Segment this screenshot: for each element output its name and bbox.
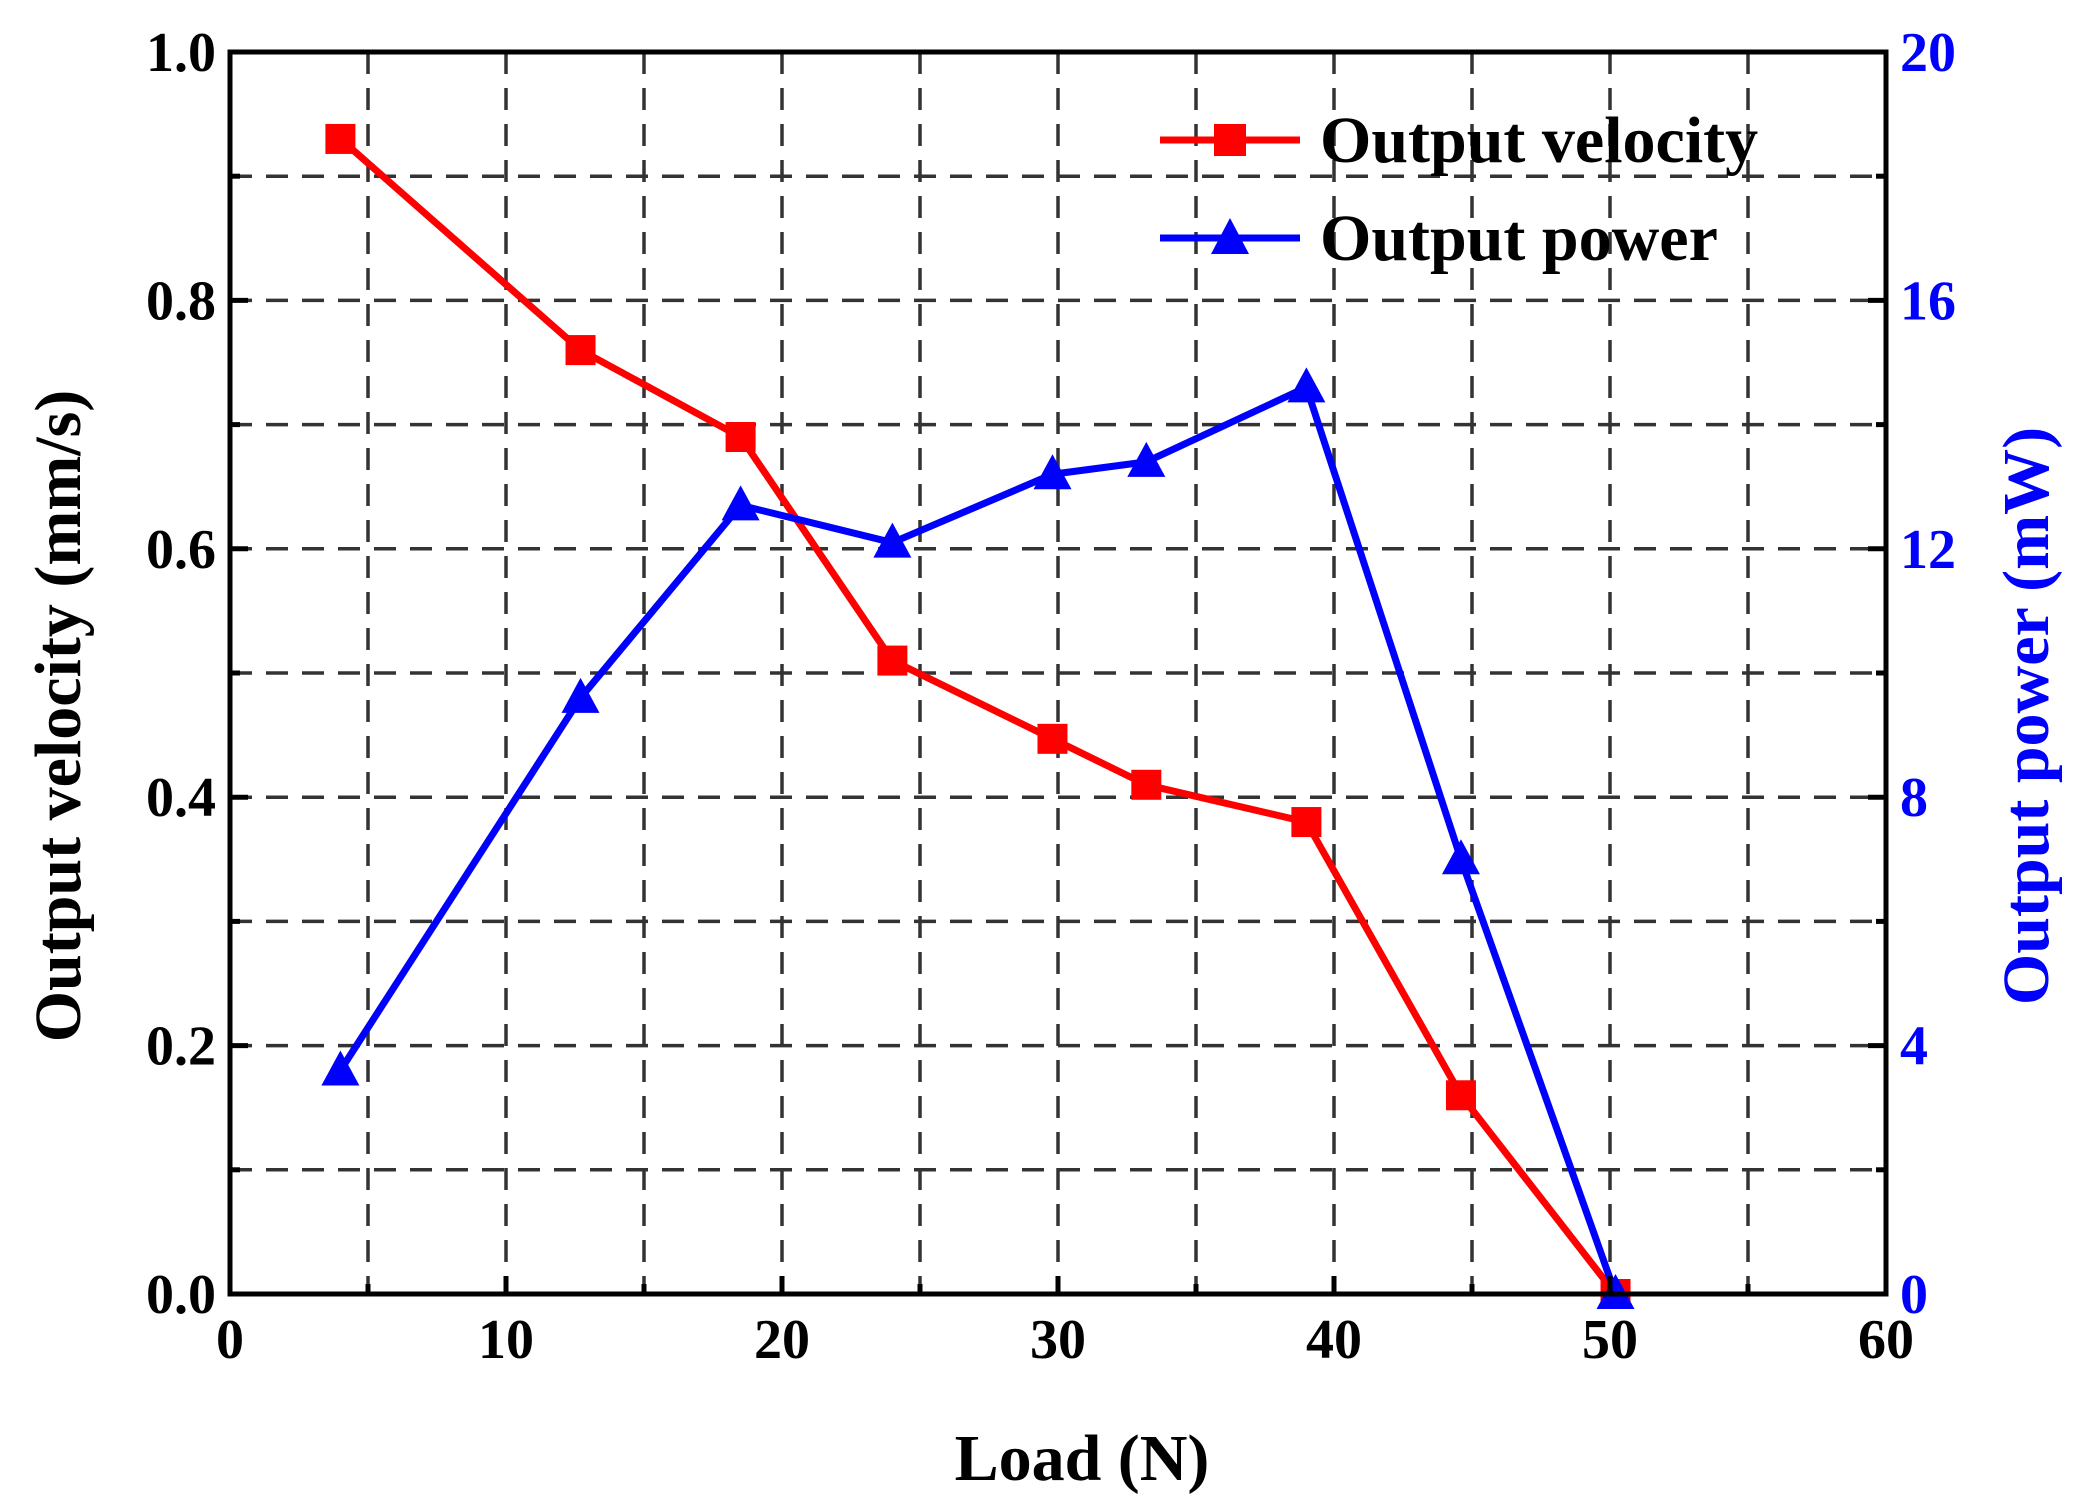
output-velocity-point [1131,769,1162,800]
y-right-tick-label: 16 [1900,270,1956,332]
x-tick-label: 10 [478,1309,534,1371]
x-tick-label: 30 [1030,1309,1086,1371]
grid-layer [230,52,1886,1294]
x-tick-label: 0 [216,1309,244,1371]
legend-velocity-marker [1214,124,1246,156]
output-power-point [873,522,912,558]
x-tick-label: 20 [754,1309,810,1371]
output-velocity-point [565,335,596,366]
output-power-point [1287,367,1326,403]
output-power-point [1127,441,1166,477]
y-left-tick-label: 0.8 [146,270,216,332]
y-left-tick-label: 1.0 [146,22,216,84]
legend-velocity-label: Output velocity [1320,104,1758,177]
output-velocity-point [1291,807,1322,838]
legend-power-label: Output power [1320,202,1718,275]
y-right-axis-title: Output power (mW) [1990,427,2063,1005]
output-power-line [337,383,1619,1296]
y-left-tick-label: 0.4 [146,767,216,829]
y-right-tick-label: 20 [1900,22,1956,84]
output-velocity-point [877,645,908,676]
legend-power-marker [1211,218,1249,254]
x-tick-label: 40 [1306,1309,1362,1371]
output-velocity-point [725,422,756,453]
output-velocity-point [1445,1080,1476,1111]
y-right-tick-label: 8 [1900,767,1928,829]
y-left-tick-label: 0.2 [146,1016,216,1078]
x-axis-title: Load (N) [955,1422,1210,1495]
output-power-point [1441,839,1480,875]
output-power-point [321,1050,360,1086]
y-left-tick-label: 0.0 [146,1264,216,1326]
y-right-tick-label: 4 [1900,1016,1928,1078]
tick-layer: 0 10 20 30 40 50 60 0.0 0.2 0.4 0.6 0.8 1.0 0 4 8 12 16 20 [146,22,1956,1371]
output-velocity-point [1037,723,1068,754]
x-tick-label: 50 [1582,1309,1638,1371]
y-right-tick-label: 12 [1900,519,1956,581]
output-velocity-point [325,123,356,154]
y-left-tick-label: 0.6 [146,519,216,581]
output-power-point [721,485,760,521]
output-power-point [561,677,600,713]
y-left-axis-title: Output velocity (mm/s) [22,390,95,1043]
y-right-tick-label: 0 [1900,1264,1928,1326]
x-tick-label: 60 [1858,1309,1914,1371]
output-power-point [1033,454,1072,490]
legend: Output velocity Output power [1160,104,1758,275]
output-velocity-line [338,136,1619,1297]
